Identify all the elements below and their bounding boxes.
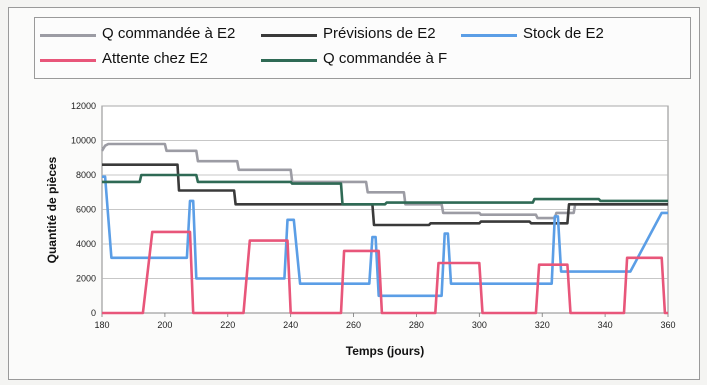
x-tick-label: 240 <box>283 320 298 330</box>
y-tick-label: 8000 <box>76 170 96 180</box>
x-tick-label: 360 <box>660 320 675 330</box>
x-tick-label: 180 <box>94 320 109 330</box>
legend-swatch <box>461 34 517 37</box>
y-tick-label: 2000 <box>76 274 96 284</box>
y-axis-title: Quantité de pièces <box>45 156 59 263</box>
y-tick-label: 10000 <box>71 136 96 146</box>
x-tick-label: 220 <box>220 320 235 330</box>
legend-swatch <box>40 59 96 62</box>
x-tick-label: 280 <box>409 320 424 330</box>
legend-swatch <box>40 34 96 37</box>
series-line-1 <box>102 163 668 227</box>
y-tick-label: 0 <box>91 308 96 318</box>
x-tick-label: 260 <box>346 320 361 330</box>
legend-swatch <box>261 59 317 62</box>
series-line-0 <box>100 142 668 220</box>
x-tick-label: 300 <box>472 320 487 330</box>
legend-swatch <box>261 34 317 37</box>
y-tick-label: 12000 <box>71 101 96 111</box>
series-line-3 <box>102 230 668 315</box>
series-lines <box>100 142 668 315</box>
x-tick-label: 320 <box>535 320 550 330</box>
tick-labels: 0 2000 4000 6000 8000 10000 12000 180 200 220 240 2… <box>71 101 676 330</box>
legend-label: Attente chez E2 <box>102 50 208 67</box>
y-tick-label: 6000 <box>76 205 96 215</box>
legend-label: Q commandée à F <box>323 50 448 67</box>
series-line-4 <box>102 173 668 206</box>
chart-legend: Q commandée à E2 Prévisions de E2 Stock … <box>34 17 691 79</box>
x-axis-title: Temps (jours) <box>346 344 424 358</box>
x-tick-label: 200 <box>157 320 172 330</box>
legend-label: Q commandée à E2 <box>102 25 236 42</box>
y-tick-label: 4000 <box>76 239 96 249</box>
x-tick-label: 340 <box>598 320 613 330</box>
legend-label: Prévisions de E2 <box>323 25 436 42</box>
legend-label: Stock de E2 <box>523 25 604 42</box>
